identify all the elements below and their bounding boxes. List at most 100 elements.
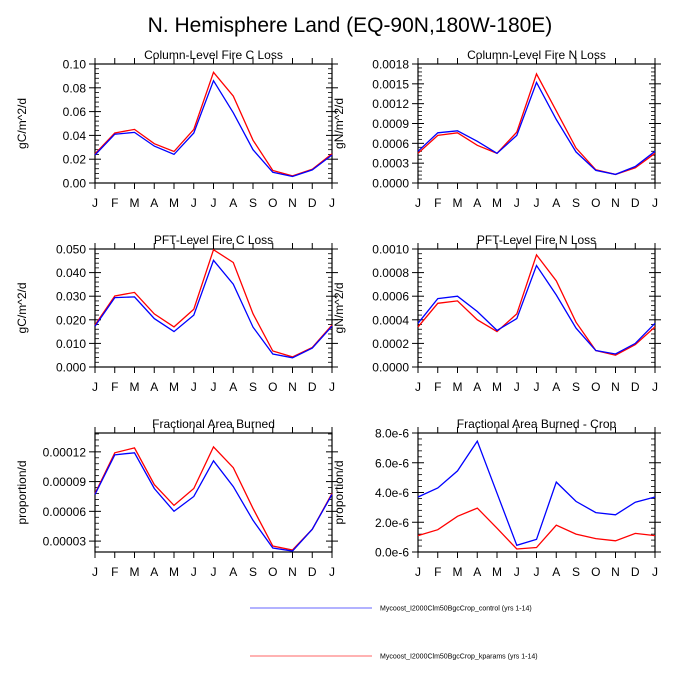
x-tick-label: J (211, 565, 217, 579)
x-tick-label: A (552, 196, 560, 210)
x-tick-label: J (415, 565, 421, 579)
y-tick-label: 0.0003 (372, 157, 409, 171)
y-tick-label: 0.000 (56, 361, 86, 375)
series-line-control (94, 79, 333, 178)
y-tick-label: 0.040 (56, 266, 86, 280)
x-tick-label: F (111, 196, 118, 210)
y-axis-label: gN/m^2/d (332, 283, 346, 334)
x-tick-label: S (249, 565, 257, 579)
y-tick-label: 0.00003 (43, 535, 87, 549)
y-tick-label: 0.04 (63, 129, 87, 143)
x-tick-label: M (130, 565, 140, 579)
y-axis-label: proportion/d (332, 460, 346, 524)
x-tick-label: J (92, 380, 98, 394)
x-tick-label: D (308, 196, 317, 210)
y-tick-label: 0.0009 (372, 117, 409, 131)
y-tick-label: 2.0e-6 (375, 516, 409, 530)
y-tick-label: 0.0018 (372, 58, 409, 72)
x-tick-label: A (229, 196, 237, 210)
x-tick-label: D (308, 380, 317, 394)
y-axis-label: gC/m^2/d (15, 283, 29, 334)
series-line-control (94, 259, 333, 359)
x-tick-label: A (552, 380, 560, 394)
x-tick-label: M (130, 196, 140, 210)
y-tick-label: 0.0010 (372, 243, 409, 257)
y-tick-label: 0.0015 (372, 77, 409, 91)
x-tick-label: J (514, 565, 520, 579)
x-tick-label: O (591, 380, 600, 394)
x-tick-label: O (268, 196, 277, 210)
y-tick-label: 0.0012 (372, 97, 409, 111)
x-tick-label: J (329, 380, 335, 394)
series-line-kparams (94, 445, 333, 551)
x-tick-label: M (453, 565, 463, 579)
series-line-control (417, 439, 656, 547)
x-tick-label: A (150, 565, 158, 579)
plot-frame (94, 248, 333, 368)
x-tick-label: F (111, 565, 118, 579)
x-tick-label: M (492, 196, 502, 210)
x-tick-label: M (130, 380, 140, 394)
panel-title: Column-Level Fire N Loss (467, 48, 606, 62)
x-tick-label: N (288, 196, 297, 210)
x-tick-label: S (572, 565, 580, 579)
x-tick-label: J (329, 565, 335, 579)
x-tick-label: S (572, 380, 580, 394)
x-tick-label: J (652, 565, 658, 579)
x-tick-label: O (591, 565, 600, 579)
legend-label-control: Mycoost_I2000Clm50BgcCrop_control (yrs 1… (380, 606, 532, 613)
series-line-kparams (417, 72, 656, 176)
y-tick-label: 0.0000 (372, 361, 409, 375)
x-tick-label: J (211, 196, 217, 210)
y-tick-label: 0.030 (56, 290, 86, 304)
y-tick-label: 0.10 (63, 58, 87, 72)
x-tick-label: J (92, 565, 98, 579)
chart-panel-6: Fractional Area Burned - Cropproportion/… (332, 417, 661, 579)
x-tick-label: F (434, 380, 441, 394)
y-tick-label: 6.0e-6 (375, 456, 409, 470)
x-tick-label: S (249, 380, 257, 394)
y-tick-label: 0.08 (63, 81, 87, 95)
y-tick-label: 0.0004 (372, 313, 409, 327)
y-tick-label: 4.0e-6 (375, 486, 409, 500)
x-tick-label: O (591, 196, 600, 210)
x-tick-label: N (611, 196, 620, 210)
x-tick-label: M (492, 565, 502, 579)
series-line-kparams (417, 253, 656, 356)
x-tick-label: D (631, 196, 640, 210)
y-tick-label: 0.0000 (372, 177, 409, 191)
y-tick-label: 0.00009 (43, 475, 87, 489)
y-axis-label: gC/m^2/d (15, 98, 29, 149)
series-line-kparams (94, 248, 333, 358)
x-tick-label: S (249, 196, 257, 210)
y-tick-label: 0.0008 (372, 266, 409, 280)
panel-title: PFT-Level Fire C Loss (154, 233, 273, 247)
x-tick-label: J (329, 196, 335, 210)
y-tick-label: 0.00006 (43, 505, 87, 519)
x-tick-label: J (652, 380, 658, 394)
x-tick-label: J (211, 380, 217, 394)
x-tick-label: S (572, 196, 580, 210)
x-tick-label: N (288, 380, 297, 394)
legend-label-kparams: Mycoost_I2000Clm50BgcCrop_kparams (yrs 1… (380, 654, 538, 661)
x-tick-label: J (92, 196, 98, 210)
x-tick-label: J (514, 380, 520, 394)
series-line-control (94, 452, 333, 552)
y-tick-label: 8.0e-6 (375, 427, 409, 441)
figure-title: N. Hemisphere Land (EQ-90N,180W-180E) (147, 14, 553, 37)
x-tick-label: F (434, 196, 441, 210)
panel-title: Fractional Area Burned (152, 417, 275, 431)
x-tick-label: A (229, 565, 237, 579)
x-tick-label: J (652, 196, 658, 210)
y-tick-label: 0.020 (56, 313, 86, 327)
x-tick-label: M (453, 196, 463, 210)
x-tick-label: J (534, 196, 540, 210)
legend: Mycoost_I2000Clm50BgcCrop_control (yrs 1… (250, 606, 538, 661)
y-tick-label: 0.010 (56, 337, 86, 351)
x-tick-label: J (191, 565, 197, 579)
